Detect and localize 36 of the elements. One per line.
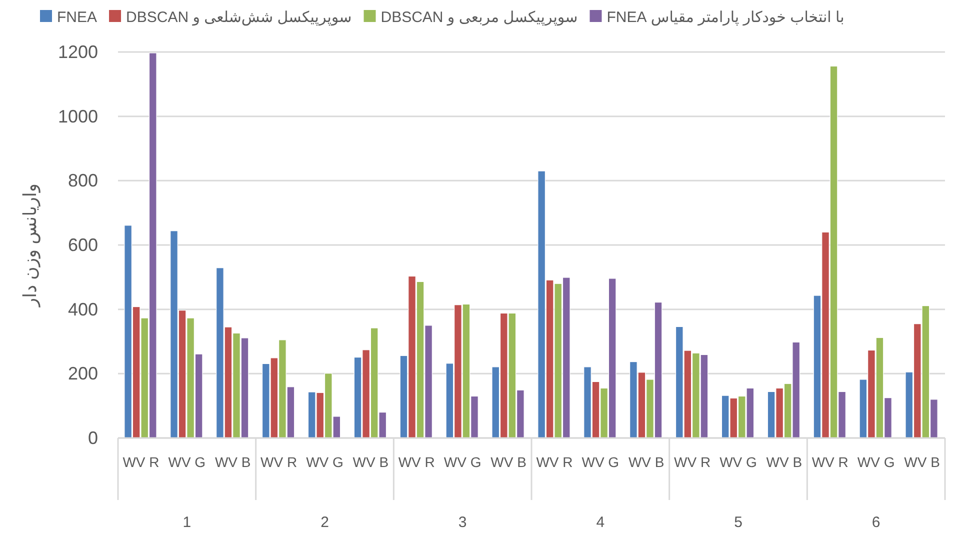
x-tick-label: WV R — [536, 454, 573, 470]
x-tick-label: WV G — [720, 454, 757, 470]
x-tick-label: WV B — [766, 454, 802, 470]
x-tick-label: WV G — [857, 454, 895, 470]
legend-label: با انتخاب خودکار پارامتر مقیاس FNEA — [606, 9, 844, 26]
x-tick-label: WV G — [582, 454, 620, 470]
y-tick-label: 1000 — [58, 106, 98, 126]
text: 5 — [734, 514, 742, 531]
x-tick-label: WV B — [490, 454, 526, 470]
y-tick-label: 0 — [88, 428, 98, 448]
y-tick-label: 200 — [68, 364, 98, 384]
text: 3 — [458, 514, 467, 531]
x-tick-label: WV R — [812, 454, 848, 470]
x-tick-label: WV G — [168, 454, 206, 470]
text: 4 — [596, 514, 605, 531]
x-tick-label: WV G — [444, 454, 482, 470]
legend-label: FNEA — [57, 9, 98, 26]
y-tick-label: 600 — [68, 235, 98, 255]
text: 1 — [182, 514, 192, 531]
x-tick-label: WV R — [398, 454, 435, 470]
x-tick-label: WV R — [260, 454, 298, 470]
x-tick-label: WV B — [904, 454, 940, 470]
text: 6 — [872, 514, 880, 531]
y-tick-label: 400 — [68, 299, 98, 320]
x-tick-label: WV B — [628, 454, 664, 470]
legend-label: سوپرپیکسل شش‌شلعی و DBSCAN — [126, 9, 352, 26]
x-tick-label: WV G — [306, 454, 344, 470]
y-axis-title: واریانس وزن دار — [20, 183, 41, 308]
text: 2 — [320, 514, 329, 531]
legend-label: سوپرپیکسل مربعی و DBSCAN — [380, 9, 578, 26]
x-tick-label: WV B — [352, 454, 389, 470]
x-tick-label: WV R — [674, 454, 711, 470]
y-tick-label: 1200 — [58, 42, 98, 62]
y-tick-label: 800 — [68, 170, 98, 191]
x-tick-label: WV B — [214, 454, 251, 470]
x-tick-label: WV R — [122, 454, 160, 470]
